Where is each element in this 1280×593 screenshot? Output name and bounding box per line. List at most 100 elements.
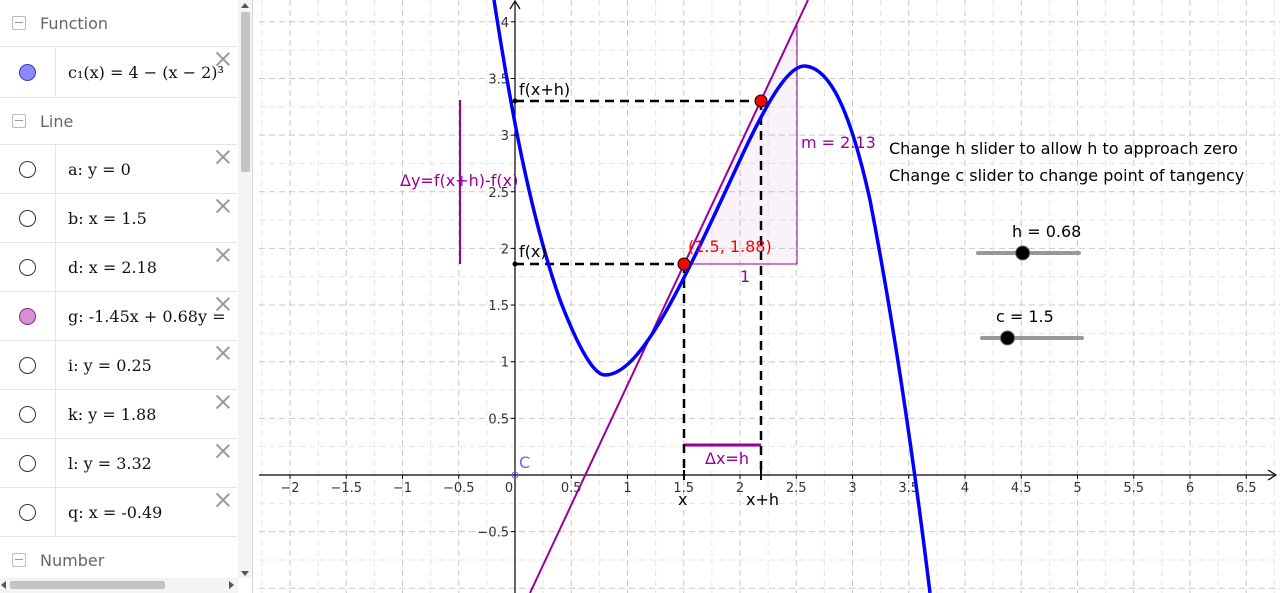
y-tick-label: 3 (501, 129, 509, 144)
visibility-toggle[interactable] (19, 258, 36, 276)
delete-icon[interactable] (215, 51, 231, 67)
x-tick-label: −2 (280, 481, 299, 496)
visibility-toggle[interactable] (19, 307, 36, 325)
y-tick-label: 3.5 (488, 72, 509, 87)
x-tick-label: 5.5 (1123, 481, 1144, 496)
point-C[interactable] (511, 471, 519, 479)
x-tick-label: −1 (393, 481, 412, 496)
label-delta-y: Δy=f(x+h)-f(x) (400, 171, 518, 190)
point-fx-on-axis (512, 261, 518, 267)
delete-icon[interactable] (215, 394, 231, 410)
algebra-item-q[interactable]: q: x = -0.49 (0, 488, 237, 537)
category-function[interactable]: Function (0, 0, 237, 47)
algebra-item-d[interactable]: d: x = 2.18 (0, 243, 237, 292)
collapse-icon[interactable] (12, 114, 26, 128)
algebra-item-k[interactable]: k: y = 1.88 (0, 390, 237, 439)
category-label: Function (40, 13, 109, 33)
delete-icon[interactable] (215, 149, 231, 165)
y-tick-label: 1.5 (488, 299, 509, 314)
tick-labels: −2 −1.5 −1 −0.5 0 0.5 1 1.5 2 2.5 3 3.5 4 4.5 5 5.5 6 6.5… (280, 16, 1256, 541)
y-tick-label: 4 (501, 16, 509, 31)
label-fx: f(x) (519, 242, 547, 261)
visibility-toggle[interactable] (19, 160, 36, 178)
x-tick-label: 3.5 (898, 481, 919, 496)
label-x: x (678, 490, 687, 509)
grid (259, 0, 1280, 593)
algebra-item-i[interactable]: i: y = 0.25 (0, 341, 237, 390)
instruction-text-2: Change c slider to change point of tange… (889, 166, 1244, 185)
algebra-definition[interactable]: b: x = 1.5 (68, 208, 147, 228)
delete-icon[interactable] (215, 345, 231, 361)
visibility-toggle[interactable] (19, 454, 36, 472)
visibility-toggle[interactable] (19, 405, 36, 423)
x-tick-label: 3 (848, 481, 856, 496)
x-tick-label: 2 (736, 481, 744, 496)
delete-icon[interactable] (215, 247, 231, 263)
label-point: (1.5, 1.88) (688, 237, 772, 256)
algebra-item-a[interactable]: a: y = 0 (0, 145, 237, 194)
function-curve-c1[interactable] (492, 0, 932, 593)
label-delta-x: Δx=h (705, 449, 749, 468)
scroll-down-icon[interactable] (241, 571, 249, 576)
slider-h-label: h = 0.68 (1012, 222, 1081, 241)
scroll-thumb[interactable] (241, 12, 250, 172)
x-tick-label: 2.5 (786, 481, 807, 496)
scroll-left-icon[interactable] (1, 581, 6, 589)
delete-icon[interactable] (215, 198, 231, 214)
algebra-item-b[interactable]: b: x = 1.5 (0, 194, 237, 243)
slider-c-knob[interactable] (1000, 330, 1015, 346)
label-one: 1 (740, 267, 750, 286)
visibility-toggle[interactable] (19, 356, 36, 374)
horizontal-scrollbar[interactable] (0, 578, 238, 593)
x-tick-label: 4.5 (1011, 481, 1032, 496)
x-tick-label: 0 (505, 481, 513, 496)
x-tick-label: 5 (1073, 481, 1081, 496)
slider-c[interactable]: c = 1.5 (980, 307, 1084, 346)
x-tick-label: 1.5 (673, 481, 694, 496)
y-tick-label: 0.5 (488, 412, 509, 427)
algebra-item-c1[interactable]: c₁(x) = 4 − (x − 2)³ (0, 47, 237, 98)
instruction-text-1: Change h slider to allow h to approach z… (889, 139, 1238, 158)
vertical-scrollbar[interactable] (238, 0, 252, 578)
algebra-view: Function c₁(x) = 4 − (x − 2)³ Line a: y … (0, 0, 253, 593)
point-x[interactable] (677, 257, 691, 271)
delete-icon[interactable] (215, 443, 231, 459)
point-fxh-on-axis (512, 98, 518, 104)
visibility-toggle[interactable] (19, 63, 36, 81)
scroll-up-icon[interactable] (241, 3, 249, 8)
label-C: C (519, 453, 530, 472)
point-xh[interactable] (754, 94, 768, 108)
algebra-definition[interactable]: q: x = -0.49 (68, 502, 163, 522)
category-label: Number (40, 550, 105, 570)
scroll-thumb[interactable] (10, 581, 165, 589)
algebra-definition[interactable]: l: y = 3.32 (68, 453, 152, 473)
graphics-view[interactable]: −2 −1.5 −1 −0.5 0 0.5 1 1.5 2 2.5 3 3.5 4 4.5 5 5.5 6 6.5… (252, 0, 1280, 593)
algebra-definition[interactable]: k: y = 1.88 (68, 404, 157, 424)
algebra-definition[interactable]: a: y = 0 (68, 159, 131, 179)
algebra-definition[interactable]: d: x = 2.18 (68, 257, 157, 277)
algebra-definition[interactable]: i: y = 0.25 (68, 355, 152, 375)
label-fxh: f(x+h) (519, 80, 570, 99)
collapse-icon[interactable] (12, 553, 26, 567)
delete-icon[interactable] (215, 492, 231, 508)
x-tick-label: 6 (1186, 481, 1194, 496)
category-label: Line (40, 111, 74, 131)
scroll-right-icon[interactable] (229, 581, 234, 589)
x-tick-label: −0.5 (443, 481, 475, 496)
slider-h[interactable]: h = 0.68 (976, 222, 1081, 261)
collapse-icon[interactable] (12, 16, 26, 30)
visibility-toggle[interactable] (19, 503, 36, 521)
algebra-definition[interactable]: g: -1.45x + 0.68y = (68, 306, 226, 326)
label-slope: m = 2.13 (801, 133, 876, 152)
category-number[interactable]: Number (0, 537, 237, 584)
algebra-item-g[interactable]: g: -1.45x + 0.68y = (0, 292, 237, 341)
y-tick-label: 2 (501, 242, 509, 257)
slider-h-knob[interactable] (1015, 245, 1031, 261)
algebra-item-l[interactable]: l: y = 3.32 (0, 439, 237, 488)
algebra-definition[interactable]: c₁(x) = 4 − (x − 2)³ (68, 62, 224, 82)
category-line[interactable]: Line (0, 98, 237, 145)
delete-icon[interactable] (215, 296, 231, 312)
y-axis-arrow (509, 0, 521, 10)
visibility-toggle[interactable] (19, 209, 36, 227)
x-tick-label: −1.5 (330, 481, 362, 496)
